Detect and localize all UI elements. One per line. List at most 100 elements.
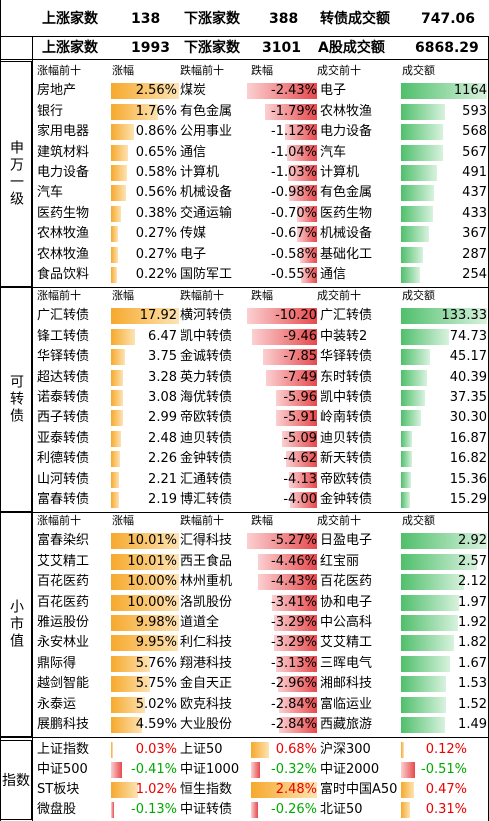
column-header: 涨幅 [112, 289, 134, 302]
volume-value: 568 [462, 124, 487, 140]
gain-value: 17.92 [139, 308, 177, 324]
index-change: 2.48% [275, 782, 317, 797]
table-row: 永泰运 5.02% 欧克科技 -2.84% 富临运业 1.52 [33, 695, 489, 715]
loser-name: 道道全 [180, 615, 220, 630]
amount-bar [401, 594, 459, 611]
gain-bar [111, 369, 124, 386]
up-count-label: 上涨家数 [42, 11, 98, 27]
volume-value: 2.57 [458, 553, 487, 569]
table-row: 富春转债 2.19 博汇转债 -4.00 金钟转债 15.29 [33, 490, 489, 510]
down-count-label: 下涨家数 [184, 40, 240, 56]
gain-bar [111, 410, 123, 427]
gainer-name: 银行 [37, 103, 64, 119]
volume-value: 1164 [453, 83, 487, 99]
index-change: 1.02% [135, 782, 177, 797]
column-header: 跌幅 [251, 289, 273, 302]
amount-bar [401, 635, 455, 652]
section-label: 小市值 [0, 511, 32, 738]
volume-name: 计算机 [320, 165, 360, 180]
loss-bar [271, 594, 317, 611]
column-header: 成交前十 [317, 289, 361, 302]
gain-bar [111, 594, 179, 611]
gain-value: 9.98% [135, 615, 177, 630]
index-change: 0.12% [425, 742, 467, 757]
gain-bar [111, 492, 120, 508]
table-row: 银行 1.76% 有色金属 -1.79% 农林牧渔 593 [33, 102, 489, 122]
index-bar [251, 782, 317, 798]
table-row: 西子转债 2.99 帝欧转债 -5.91 岭南转债 30.30 [33, 408, 489, 428]
loss-bar [247, 308, 317, 325]
gain-value: 5.76% [135, 655, 177, 671]
table-row: 家用电器 0.86% 公用事业 -1.12% 电力设备 568 [33, 122, 489, 142]
volume-name: 协和电子 [320, 594, 373, 610]
gainer-name: 永泰运 [37, 696, 77, 712]
index-bar [111, 782, 139, 798]
loser-name: 计算机 [180, 165, 220, 180]
volume-name: 汽车 [320, 144, 347, 160]
volume-name: 中公高科 [320, 615, 373, 630]
volume-name: 金钟转债 [320, 492, 373, 507]
index-name: ST板块 [37, 782, 80, 797]
loss-bar [258, 574, 317, 591]
volume-value: 593 [462, 103, 487, 119]
table-row: 华铎转债 3.75 金诚转债 -7.85 华铎转债 45.17 [33, 347, 489, 367]
volume-value: 16.82 [449, 451, 487, 467]
volume-value: 6868.29 [415, 40, 479, 56]
gain-value: 0.65% [135, 144, 177, 160]
loss-value: -4.00 [283, 492, 317, 507]
gain-bar [111, 553, 179, 570]
gain-value: 2.21 [148, 471, 177, 487]
gain-value: 9.95% [135, 635, 177, 651]
loss-value: -7.49 [283, 369, 317, 385]
loser-name: 帝欧转债 [180, 410, 233, 426]
amount-bar [401, 308, 487, 325]
gain-value: 0.27% [135, 246, 177, 262]
loser-name: 煤炭 [180, 83, 207, 99]
gainer-name: 农林牧渔 [37, 246, 90, 262]
loss-bar [263, 349, 317, 366]
volume-value: 1.53 [458, 676, 487, 692]
volume-name: 华铎转债 [320, 349, 373, 365]
amount-bar [401, 717, 445, 733]
loss-value: -1.12% [271, 124, 317, 140]
gain-value: 0.56% [135, 185, 177, 201]
gainer-name: 超达转债 [37, 369, 90, 385]
loss-bar [247, 533, 317, 550]
loss-bar [289, 185, 317, 202]
loss-bar [296, 205, 317, 222]
index-row: 中证500 -0.41% 中证1000 -0.32% 中证2000 -0.51% [33, 760, 489, 780]
gain-value: 2.99 [148, 410, 177, 426]
loss-value: -4.62 [283, 451, 317, 467]
gain-bar [111, 83, 179, 100]
gainer-name: 房地产 [37, 83, 77, 99]
loss-bar [300, 246, 317, 263]
loser-name: 金钟转债 [180, 451, 233, 467]
volume-name: 帝欧转债 [320, 471, 373, 487]
volume-value: 1.52 [458, 696, 487, 712]
loss-value: -7.85 [283, 349, 317, 365]
amount-bar [401, 390, 426, 406]
index-change: -0.13% [131, 802, 177, 817]
loss-value: -5.27% [271, 533, 317, 549]
amount-bar [401, 349, 431, 366]
table-row: 锋工转债 6.47 凯中转债 -9.46 中装转2 74.73 [33, 327, 489, 347]
gain-bar [111, 103, 158, 120]
index-row: 微盘股 -0.13% 中证转债 -0.26% 北证50 0.31% [33, 800, 489, 820]
column-header-row: 涨幅前十 涨幅 跌幅前十 跌幅 成交前十 成交额 [33, 286, 489, 306]
loss-value: -1.79% [271, 103, 317, 119]
column-header: 涨幅 [112, 514, 134, 527]
index-bar [111, 802, 115, 818]
loss-value: -2.96% [271, 676, 317, 692]
loss-value: -0.58% [271, 246, 317, 262]
gain-value: 6.47 [148, 328, 177, 344]
amount-bar [401, 328, 450, 345]
gain-value: 10.00% [127, 594, 177, 610]
loss-bar [265, 369, 317, 386]
loss-bar [273, 635, 317, 652]
table-row: 电力设备 0.58% 计算机 -1.03% 计算机 491 [33, 163, 489, 183]
volume-value: 2.92 [458, 533, 487, 549]
gainer-name: 山河转债 [37, 471, 90, 487]
gainer-name: 建筑材料 [37, 144, 90, 160]
gain-bar [111, 615, 179, 631]
gain-value: 0.27% [135, 226, 177, 242]
